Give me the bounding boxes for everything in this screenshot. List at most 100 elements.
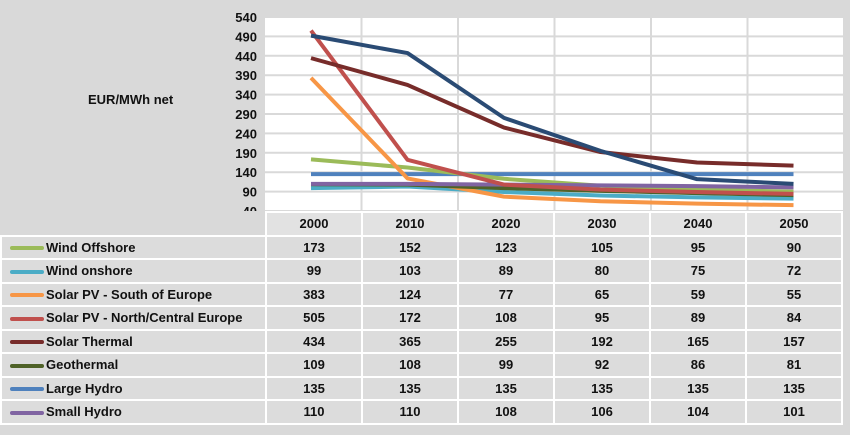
- legend-entry: Wind onshore: [0, 258, 267, 284]
- value-cell: 383: [265, 281, 363, 307]
- series-name: Wind Offshore: [46, 239, 136, 255]
- legend-entry: Large Hydro: [0, 375, 267, 401]
- value-cell: 75: [649, 258, 747, 284]
- year-header: 2050: [745, 211, 843, 237]
- value-cell: 84: [745, 305, 843, 331]
- value-cell: 172: [361, 305, 459, 331]
- legend-entry: Solar PV - South of Europe: [0, 281, 267, 307]
- value-cell: 108: [361, 352, 459, 378]
- table-header-row: 2000 2010 2020 2030 2040 2050: [0, 211, 843, 237]
- value-cell: 90: [745, 234, 843, 260]
- legend-swatch: [10, 410, 44, 415]
- y-tick-label: 440: [235, 49, 257, 64]
- legend-swatch: [10, 246, 44, 251]
- value-cell: 434: [265, 328, 363, 354]
- year-header: 2010: [361, 211, 459, 237]
- legend-entry: Wind Offshore: [0, 234, 267, 260]
- table-row: Small Hydro 110 110 108 106 104 101: [0, 399, 843, 425]
- value-cell: 103: [361, 258, 459, 284]
- table-row: Solar Thermal 434 365 255 192 165 157: [0, 328, 843, 354]
- y-tick-label: 190: [235, 146, 257, 161]
- data-table: 2000 2010 2020 2030 2040 2050 Wind Offshore 173…: [0, 211, 843, 425]
- value-cell: 65: [553, 281, 651, 307]
- value-cell: 135: [265, 375, 363, 401]
- value-cell: 55: [745, 281, 843, 307]
- value-cell: 86: [649, 352, 747, 378]
- value-cell: 108: [457, 399, 555, 425]
- y-tick-label: 290: [235, 107, 257, 122]
- legend-swatch: [10, 387, 44, 392]
- y-tick-label: 240: [235, 126, 257, 141]
- value-cell: 192: [553, 328, 651, 354]
- year-header: 2020: [457, 211, 555, 237]
- legend-entry: Geothermal: [0, 352, 267, 378]
- value-cell: 89: [457, 258, 555, 284]
- series-line-wind-offshore: [310, 157, 794, 194]
- value-cell: 135: [361, 375, 459, 401]
- value-cell: 106: [553, 399, 651, 425]
- value-cell: 505: [265, 305, 363, 331]
- y-axis-label: EUR/MWh net: [88, 92, 174, 107]
- value-cell: 77: [457, 281, 555, 307]
- table-row: Solar PV - South of Europe 383 124 77 65 59 55: [0, 281, 843, 307]
- value-cell: 105: [553, 234, 651, 260]
- series-name: Geothermal: [46, 357, 119, 373]
- value-cell: 135: [457, 375, 555, 401]
- value-cell: 255: [457, 328, 555, 354]
- y-tick-label: 540: [235, 10, 257, 25]
- value-cell: 165: [649, 328, 747, 354]
- table-row: Solar PV - North/Central Europe 505 172 108…: [0, 305, 843, 331]
- value-cell: 124: [361, 281, 459, 307]
- y-tick-label: 90: [243, 185, 257, 200]
- y-tick-label: 340: [235, 88, 257, 103]
- series-name: Large Hydro: [46, 380, 123, 396]
- y-tick-label: 390: [235, 68, 257, 83]
- legend-swatch: [10, 363, 44, 368]
- series-line-small-hydro: [311, 181, 794, 190]
- value-cell: 81: [745, 352, 843, 378]
- legend-swatch: [10, 269, 44, 274]
- series-line-solar-pv-north-central-europe: [309, 29, 794, 196]
- table-row: Wind Offshore 173 152 123 105 95 90: [0, 234, 843, 260]
- value-cell: 101: [745, 399, 843, 425]
- value-cell: 110: [265, 399, 363, 425]
- table-row: Large Hydro 135 135 135 135 135 135: [0, 375, 843, 401]
- value-cell: 80: [553, 258, 651, 284]
- series-line-unlabeled: [310, 33, 794, 186]
- value-cell: 72: [745, 258, 843, 284]
- header-blank: [0, 211, 267, 237]
- value-cell: 95: [553, 305, 651, 331]
- value-cell: 109: [265, 352, 363, 378]
- value-cell: 135: [649, 375, 747, 401]
- value-cell: 110: [361, 399, 459, 425]
- year-header: 2040: [649, 211, 747, 237]
- table-row: Wind onshore 99 103 89 80 75 72: [0, 258, 843, 284]
- value-cell: 89: [649, 305, 747, 331]
- value-cell: 104: [649, 399, 747, 425]
- value-cell: 99: [265, 258, 363, 284]
- y-tick-label: 490: [235, 29, 257, 44]
- value-cell: 135: [553, 375, 651, 401]
- series-name: Solar PV - North/Central Europe: [46, 310, 243, 326]
- value-cell: 135: [745, 375, 843, 401]
- series-name: Solar Thermal: [46, 333, 133, 349]
- series-line-solar-pv-south-of-europe: [309, 76, 794, 208]
- value-cell: 365: [361, 328, 459, 354]
- value-cell: 99: [457, 352, 555, 378]
- legend-entry: Small Hydro: [0, 399, 267, 425]
- table-row: Geothermal 109 108 99 92 86 81: [0, 352, 843, 378]
- series-name: Solar PV - South of Europe: [46, 286, 213, 302]
- series-line-solar-thermal: [310, 56, 794, 168]
- series-line-wind-onshore: [310, 184, 794, 201]
- y-tick-label: 140: [235, 165, 257, 180]
- value-cell: 157: [745, 328, 843, 354]
- value-cell: 95: [649, 234, 747, 260]
- year-header: 2030: [553, 211, 651, 237]
- value-cell: 59: [649, 281, 747, 307]
- legend-swatch: [10, 340, 44, 345]
- value-cell: 173: [265, 234, 363, 260]
- value-cell: 123: [457, 234, 555, 260]
- year-header: 2000: [265, 211, 363, 237]
- value-cell: 92: [553, 352, 651, 378]
